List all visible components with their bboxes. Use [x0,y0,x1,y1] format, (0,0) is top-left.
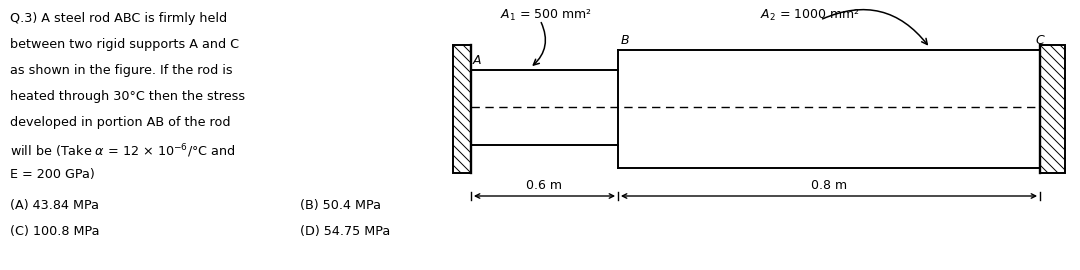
Text: as shown in the figure. If the rod is: as shown in the figure. If the rod is [10,64,232,77]
Text: C: C [1035,34,1043,47]
Text: 0.6 m: 0.6 m [527,179,563,192]
Text: $A_1$ = 500 mm²: $A_1$ = 500 mm² [500,8,592,23]
Text: (D) 54.75 MPa: (D) 54.75 MPa [300,225,390,238]
Text: between two rigid supports A and C: between two rigid supports A and C [10,38,239,51]
Text: B: B [621,34,630,47]
Text: E = 200 GPa): E = 200 GPa) [10,168,95,181]
Text: $A_2$ = 1000 mm²: $A_2$ = 1000 mm² [760,8,860,23]
Text: (B) 50.4 MPa: (B) 50.4 MPa [300,199,381,212]
Text: will be (Take $\alpha$ = 12 $\times$ 10$^{-6}$/°C and: will be (Take $\alpha$ = 12 $\times$ 10$… [10,142,235,160]
Text: 0.8 m: 0.8 m [811,179,847,192]
Text: A: A [473,54,482,67]
Bar [1040,45,1065,173]
Text: (A) 43.84 MPa: (A) 43.84 MPa [10,199,99,212]
Text: developed in portion AB of the rod: developed in portion AB of the rod [10,116,230,129]
Text: Q.3) A steel rod ABC is firmly held: Q.3) A steel rod ABC is firmly held [10,12,227,25]
Text: (C) 100.8 MPa: (C) 100.8 MPa [10,225,99,238]
Bar [453,45,471,173]
Text: heated through 30°C then the stress: heated through 30°C then the stress [10,90,245,103]
